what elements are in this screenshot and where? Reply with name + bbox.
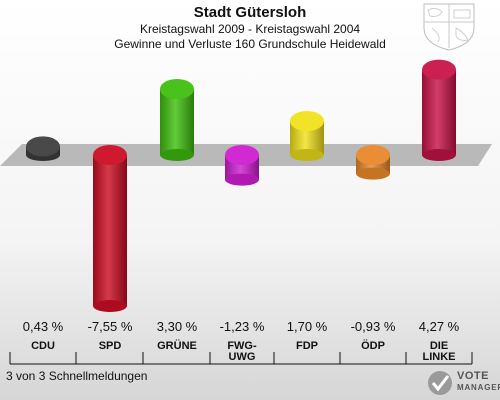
value-label-gr-ne: 3,30 %	[157, 319, 198, 334]
category-label--dp: ÖDP	[361, 339, 385, 352]
value-label-fwg-uwg: -1,23 %	[220, 319, 265, 334]
bar-gr-ne	[160, 79, 194, 161]
bar-spd	[93, 145, 127, 312]
chart-title: Stadt Gütersloh	[193, 4, 307, 21]
bar-fwg-uwg	[225, 145, 259, 186]
category-label-fdp: FDP	[296, 340, 318, 352]
bar-fdp	[290, 111, 324, 161]
category-label-spd: SPD	[99, 340, 122, 352]
category-label-gr-ne: GRÜNE	[157, 339, 197, 352]
value-label-spd: -7,55 %	[88, 319, 133, 334]
footer-note: 3 von 3 Schnellmeldungen	[6, 369, 148, 383]
category-label-cdu: CDU	[31, 340, 55, 352]
bar-die-linke	[422, 59, 456, 161]
value-label--dp: -0,93 %	[351, 319, 396, 334]
bar--dp	[356, 145, 390, 180]
coat-of-arms-icon	[423, 3, 475, 51]
logo-text-manager: MANAGER	[457, 383, 500, 392]
chart-subtitle-2: Gewinne und Verluste 160 Grundschule Hei…	[114, 37, 386, 51]
value-label-die-linke: 4,27 %	[419, 319, 460, 334]
value-label-cdu: 0,43 %	[23, 319, 64, 334]
category-label-fwg-uwg: FWG-UWG	[227, 340, 257, 363]
vote-manager-logo	[428, 371, 452, 395]
chart-subtitle: Kreistagswahl 2009 - Kreistagswahl 2004	[139, 22, 361, 36]
value-label-fdp: 1,70 %	[287, 319, 328, 334]
logo-text-vote: VOTE	[457, 370, 489, 382]
category-label-die-linke: DIE LINKE	[423, 340, 456, 363]
bar-cdu	[26, 136, 60, 161]
